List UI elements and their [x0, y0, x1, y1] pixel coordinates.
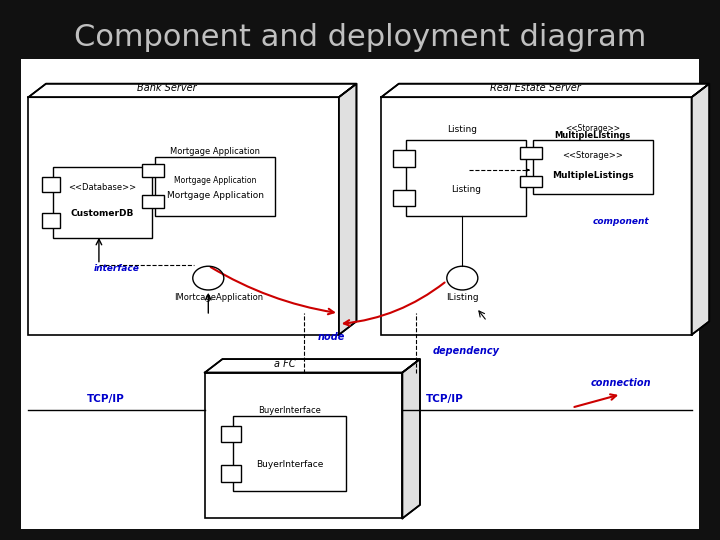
Text: Listing: Listing [447, 125, 477, 134]
Polygon shape [692, 84, 709, 335]
FancyBboxPatch shape [22, 59, 698, 529]
Text: TCP/IP: TCP/IP [87, 394, 125, 404]
FancyBboxPatch shape [393, 190, 415, 206]
FancyBboxPatch shape [28, 97, 339, 335]
Text: MultipleListings: MultipleListings [552, 171, 634, 180]
FancyBboxPatch shape [156, 157, 275, 216]
Text: IMortcageApplication: IMortcageApplication [174, 293, 264, 302]
Text: MultipleListings: MultipleListings [554, 131, 631, 140]
FancyBboxPatch shape [233, 416, 346, 491]
FancyBboxPatch shape [53, 167, 152, 238]
Text: interface: interface [94, 264, 140, 273]
FancyBboxPatch shape [381, 97, 692, 335]
Text: CustomerDB: CustomerDB [71, 208, 134, 218]
FancyBboxPatch shape [42, 177, 60, 192]
Text: TCP/IP: TCP/IP [426, 394, 464, 404]
Polygon shape [339, 84, 356, 335]
Text: Mortgage Application: Mortgage Application [174, 176, 256, 185]
Polygon shape [381, 84, 709, 97]
Text: component: component [593, 217, 649, 226]
Polygon shape [204, 359, 420, 373]
Text: BuyerInterface: BuyerInterface [258, 406, 321, 415]
Text: node: node [318, 332, 346, 342]
Text: <<Database>>: <<Database>> [68, 183, 137, 192]
FancyBboxPatch shape [520, 176, 541, 187]
Polygon shape [28, 84, 356, 97]
Text: Real Estate Server: Real Estate Server [490, 83, 580, 93]
Text: connection: connection [591, 378, 652, 388]
FancyBboxPatch shape [221, 465, 241, 482]
Text: Bank Server: Bank Server [137, 83, 197, 93]
Text: Mortgage Application: Mortgage Application [167, 191, 264, 200]
Text: Component and deployment diagram: Component and deployment diagram [74, 23, 646, 52]
Text: IListing: IListing [446, 293, 479, 302]
Text: dependency: dependency [432, 346, 500, 356]
Text: <<Storage>>: <<Storage>> [565, 124, 621, 133]
FancyBboxPatch shape [533, 140, 653, 194]
Text: BuyerInterface: BuyerInterface [256, 461, 323, 469]
Text: Mortgage Application: Mortgage Application [171, 147, 261, 156]
FancyBboxPatch shape [221, 426, 241, 442]
FancyBboxPatch shape [143, 195, 164, 208]
Text: Listing: Listing [451, 185, 481, 194]
FancyBboxPatch shape [42, 213, 60, 228]
Text: <<Storage>>: <<Storage>> [562, 151, 624, 160]
Polygon shape [402, 359, 420, 518]
FancyBboxPatch shape [520, 147, 541, 159]
FancyBboxPatch shape [143, 164, 164, 177]
FancyBboxPatch shape [406, 140, 526, 216]
FancyBboxPatch shape [204, 373, 402, 518]
FancyBboxPatch shape [393, 150, 415, 167]
Text: a FC: a FC [274, 359, 295, 368]
